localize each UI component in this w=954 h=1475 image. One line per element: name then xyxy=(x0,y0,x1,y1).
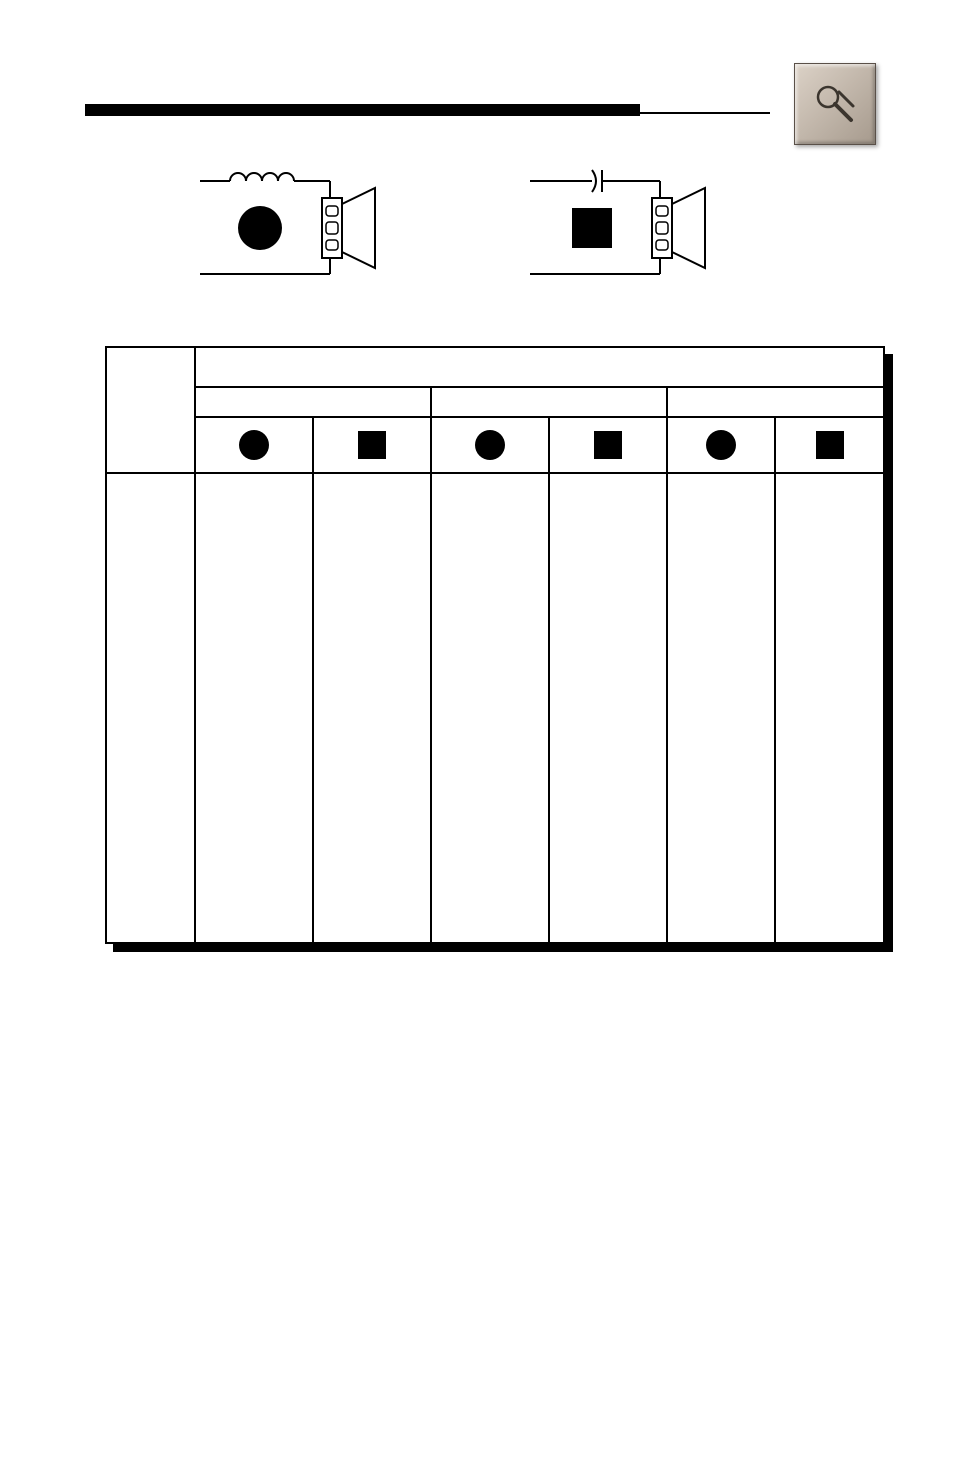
col-icon-circle-3 xyxy=(667,417,776,473)
row-header-stub xyxy=(106,347,195,473)
section-header-thin-rule xyxy=(640,112,770,114)
table-drop-shadow-right xyxy=(885,354,893,952)
row-header-body xyxy=(106,473,195,943)
section-header-rule xyxy=(85,104,640,116)
col-icon-square-3 xyxy=(775,417,884,473)
col-icon-square-1 xyxy=(313,417,431,473)
reference-corner-badge xyxy=(794,63,876,145)
cell-3-square xyxy=(775,473,884,943)
table-drop-shadow-bottom xyxy=(113,944,893,952)
cell-2-circle xyxy=(431,473,549,943)
square-marker-icon xyxy=(572,208,612,248)
cell-1-square xyxy=(313,473,431,943)
group-header-3 xyxy=(667,387,884,417)
cell-1-circle xyxy=(195,473,313,943)
crossover-circuit-diagrams xyxy=(165,166,785,286)
col-icon-square-2 xyxy=(549,417,667,473)
highpass-capacitor-circuit xyxy=(530,166,750,286)
lowpass-inductor-circuit xyxy=(200,166,420,286)
group-header-2 xyxy=(431,387,667,417)
cell-3-circle xyxy=(667,473,776,943)
crossover-values-table xyxy=(105,346,885,944)
woofer-icon xyxy=(322,188,375,268)
col-icon-circle-1 xyxy=(195,417,313,473)
magnifier-tool-icon xyxy=(811,80,859,128)
cell-2-square xyxy=(549,473,667,943)
group-header-1 xyxy=(195,387,431,417)
table-super-header xyxy=(195,347,884,387)
col-icon-circle-2 xyxy=(431,417,549,473)
tweeter-icon xyxy=(652,188,705,268)
circle-marker-icon xyxy=(238,206,282,250)
